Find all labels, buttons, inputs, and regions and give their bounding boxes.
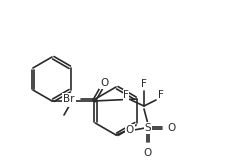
Text: F: F: [158, 90, 164, 100]
Text: Br: Br: [63, 94, 74, 104]
Text: S: S: [145, 123, 151, 133]
Text: O: O: [126, 125, 134, 135]
Text: O: O: [100, 78, 108, 88]
Text: F: F: [123, 90, 129, 100]
Text: O: O: [144, 148, 152, 158]
Text: O: O: [167, 123, 175, 133]
Text: N: N: [68, 96, 76, 106]
Text: F: F: [141, 79, 147, 89]
